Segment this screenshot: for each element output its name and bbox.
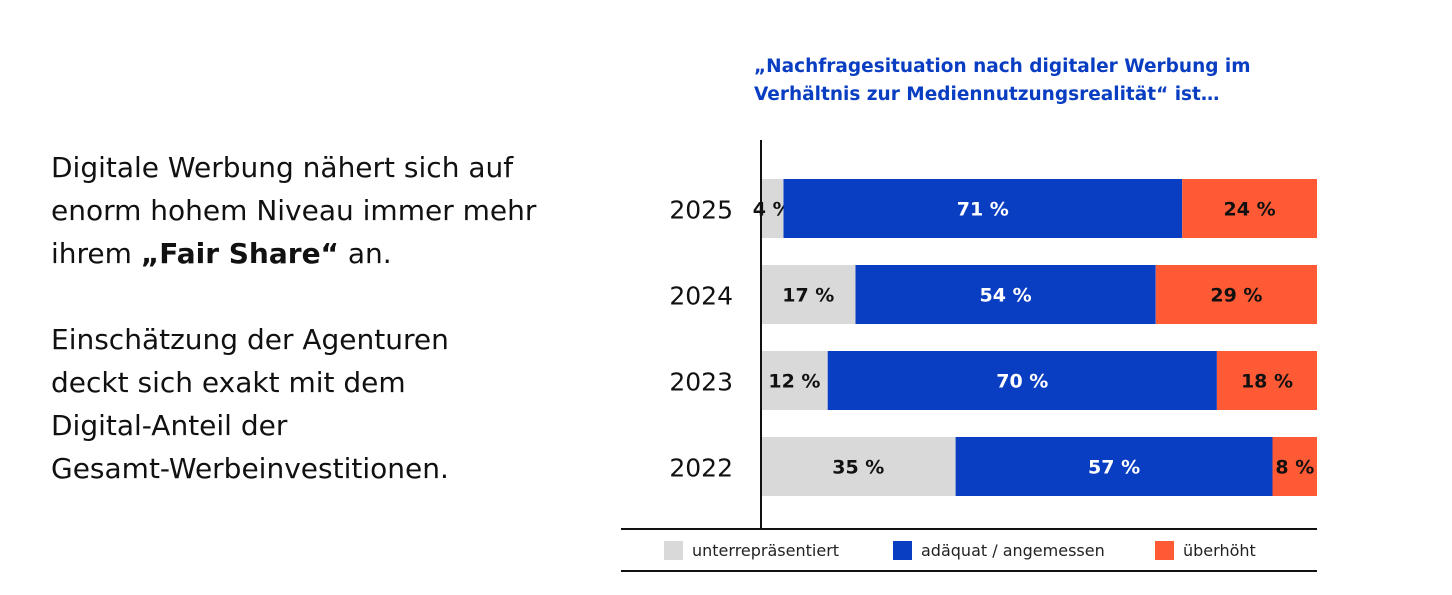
data-label-2024-1: 54 %: [980, 285, 1032, 307]
legend-swatch-adaequat: [893, 540, 912, 560]
bar-segment-2023-1: [827, 351, 1217, 410]
agency-line-4: Gesamt-Werbeinvestitionen.: [51, 452, 449, 485]
bar-segment-2022-1: [955, 437, 1273, 496]
legend-label-unterrepraesentiert: unterrepräsentiert: [692, 540, 840, 560]
category-label-2024: 2024: [669, 282, 733, 311]
legend-swatch-unterrepraesentiert: [664, 540, 683, 560]
bar-segment-2023-2: [1216, 351, 1317, 410]
intro-line-2: enorm hohem Niveau immer mehr: [51, 194, 537, 227]
intro-line-3: ihrem „Fair Share“ an.: [51, 232, 611, 275]
legend-label-ueberhoeht: überhöht: [1183, 540, 1256, 560]
bar-segment-2022-0: [761, 437, 956, 496]
bar-segment-2025-0: [761, 179, 784, 238]
data-label-2025-2: 24 %: [1224, 199, 1276, 221]
legend-label-adaequat: adäquat / angemessen: [921, 540, 1105, 560]
data-label-2023-2: 18 %: [1241, 371, 1293, 393]
agency-line-1: Einschätzung der Agenturen: [51, 323, 449, 356]
intro-line-3-post: an.: [338, 237, 392, 270]
fair-share-emphasis: „Fair Share“: [140, 237, 339, 270]
data-label-2023-1: 70 %: [996, 371, 1048, 393]
legend-swatch-ueberhoeht: [1155, 540, 1174, 560]
bar-segment-2024-0: [761, 265, 856, 324]
legend-item-ueberhoeht: überhöht: [1155, 538, 1256, 562]
agency-paragraph: Einschätzung der Agenturen deckt sich ex…: [51, 318, 611, 490]
bar-segment-2022-2: [1272, 437, 1317, 496]
bar-segment-2025-2: [1182, 179, 1317, 238]
category-label-2025: 2025: [669, 196, 733, 225]
data-label-2024-2: 29 %: [1210, 285, 1262, 307]
bar-segment-2024-2: [1155, 265, 1317, 324]
data-label-2025-0: 4 %: [753, 199, 792, 221]
agency-line-2: deckt sich exakt mit dem: [51, 366, 406, 399]
data-label-2022-2: 8 %: [1275, 457, 1314, 479]
data-label-2023-0: 12 %: [768, 371, 820, 393]
data-label-2022-1: 57 %: [1088, 457, 1140, 479]
agency-line-3: Digital-Anteil der: [51, 409, 288, 442]
intro-line-1: Digitale Werbung nähert sich auf: [51, 151, 514, 184]
bar-segment-2023-0: [761, 351, 828, 410]
data-label-2024-0: 17 %: [782, 285, 834, 307]
category-label-2022: 2022: [669, 454, 733, 483]
intro-line-3-pre: ihrem: [51, 237, 141, 270]
intro-paragraph: Digitale Werbung nähert sich auf enorm h…: [51, 146, 611, 275]
legend-item-adaequat: adäquat / angemessen: [893, 538, 1105, 562]
chart-title-line-1: „Nachfragesituation nach digitaler Werbu…: [754, 56, 1251, 77]
chart-title: „Nachfragesituation nach digitaler Werbu…: [754, 53, 1314, 109]
data-label-2022-0: 35 %: [832, 457, 884, 479]
legend-item-unterrepraesentiert: unterrepräsentiert: [664, 538, 839, 562]
bar-segment-2024-1: [855, 265, 1156, 324]
bar-segment-2025-1: [783, 179, 1183, 238]
chart-title-line-2: Verhältnis zur Mediennutzungsrealität“ i…: [754, 84, 1220, 105]
category-label-2023: 2023: [669, 368, 733, 397]
data-label-2025-1: 71 %: [957, 199, 1009, 221]
